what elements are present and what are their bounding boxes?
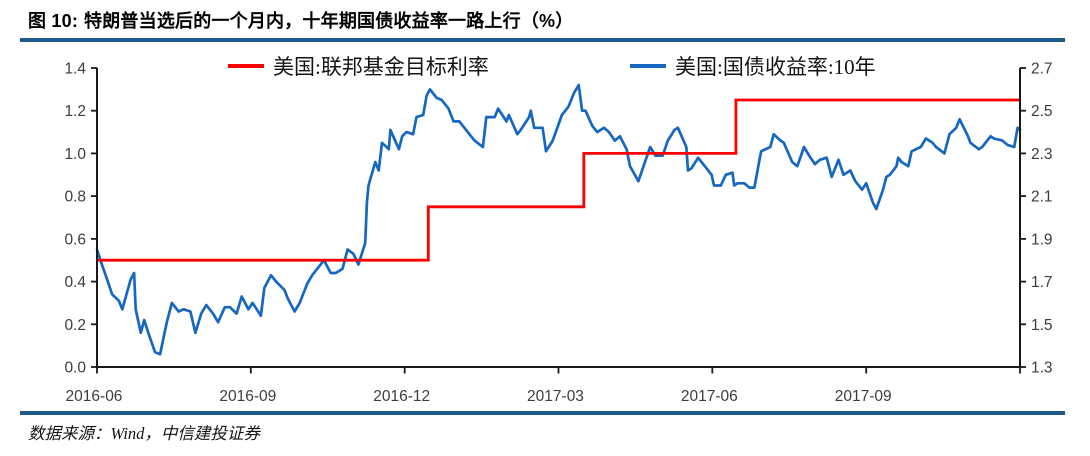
x-axis-tick-label: 2017-09: [835, 388, 892, 405]
figure-title-text: 特朗普当选后的一个月内，十年期国债收益率一路上行（%）: [84, 11, 574, 31]
x-axis-tick-label: 2016-06: [66, 388, 123, 405]
legend-item-fed-funds: 美国:联邦基金目标利率: [228, 52, 489, 80]
x-axis-tick-label: 2016-12: [373, 388, 430, 405]
left-axis-tick-label: 1.4: [64, 61, 86, 78]
red-line-swatch-icon: [228, 64, 264, 68]
left-axis-tick-label: 0.4: [64, 274, 86, 291]
right-axis-tick-label: 2.5: [1031, 103, 1053, 120]
right-axis-tick-label: 1.3: [1031, 360, 1053, 377]
x-axis-tick-label: 2016-09: [219, 388, 276, 405]
figure-label: 图 10:: [28, 11, 79, 31]
legend-label-treasury-10y: 美国:国债收益率:10年: [675, 55, 876, 79]
title-divider: [20, 38, 1065, 42]
figure-title: 图 10: 特朗普当选后的一个月内，十年期国债收益率一路上行（%）: [28, 7, 573, 33]
fed-funds-step-line: [97, 98, 1020, 262]
right-axis-tick-label: 1.9: [1031, 231, 1053, 248]
left-axis-tick-label: 1.2: [64, 103, 86, 120]
footer-divider: [20, 411, 1065, 415]
right-axis-tick-label: 2.3: [1031, 146, 1053, 163]
left-axis-tick-label: 1.0: [64, 146, 86, 163]
treasury-10y-line: [95, 83, 1022, 356]
right-axis-tick-label: 1.5: [1031, 317, 1053, 334]
left-axis-tick-label: 0.8: [64, 189, 86, 206]
legend-label-fed-funds: 美国:联邦基金目标利率: [273, 55, 489, 79]
right-axis-tick-label: 2.7: [1031, 61, 1053, 78]
right-axis-tick-label: 2.1: [1031, 189, 1053, 206]
right-axis-tick-label: 1.7: [1031, 274, 1053, 291]
source-note: 数据来源：Wind，中信建投证券: [28, 424, 260, 443]
left-axis-tick-label: 0.2: [64, 317, 86, 334]
legend-item-treasury-10y: 美国:国债收益率:10年: [630, 52, 876, 80]
blue-line-swatch-icon: [630, 64, 666, 68]
left-axis-tick-label: 0.6: [64, 231, 86, 248]
x-axis-tick-label: 2017-06: [681, 388, 738, 405]
axis-lines: [96, 68, 1021, 368]
left-axis-tick-label: 0.0: [64, 360, 86, 377]
x-axis-tick-label: 2017-03: [527, 388, 584, 405]
